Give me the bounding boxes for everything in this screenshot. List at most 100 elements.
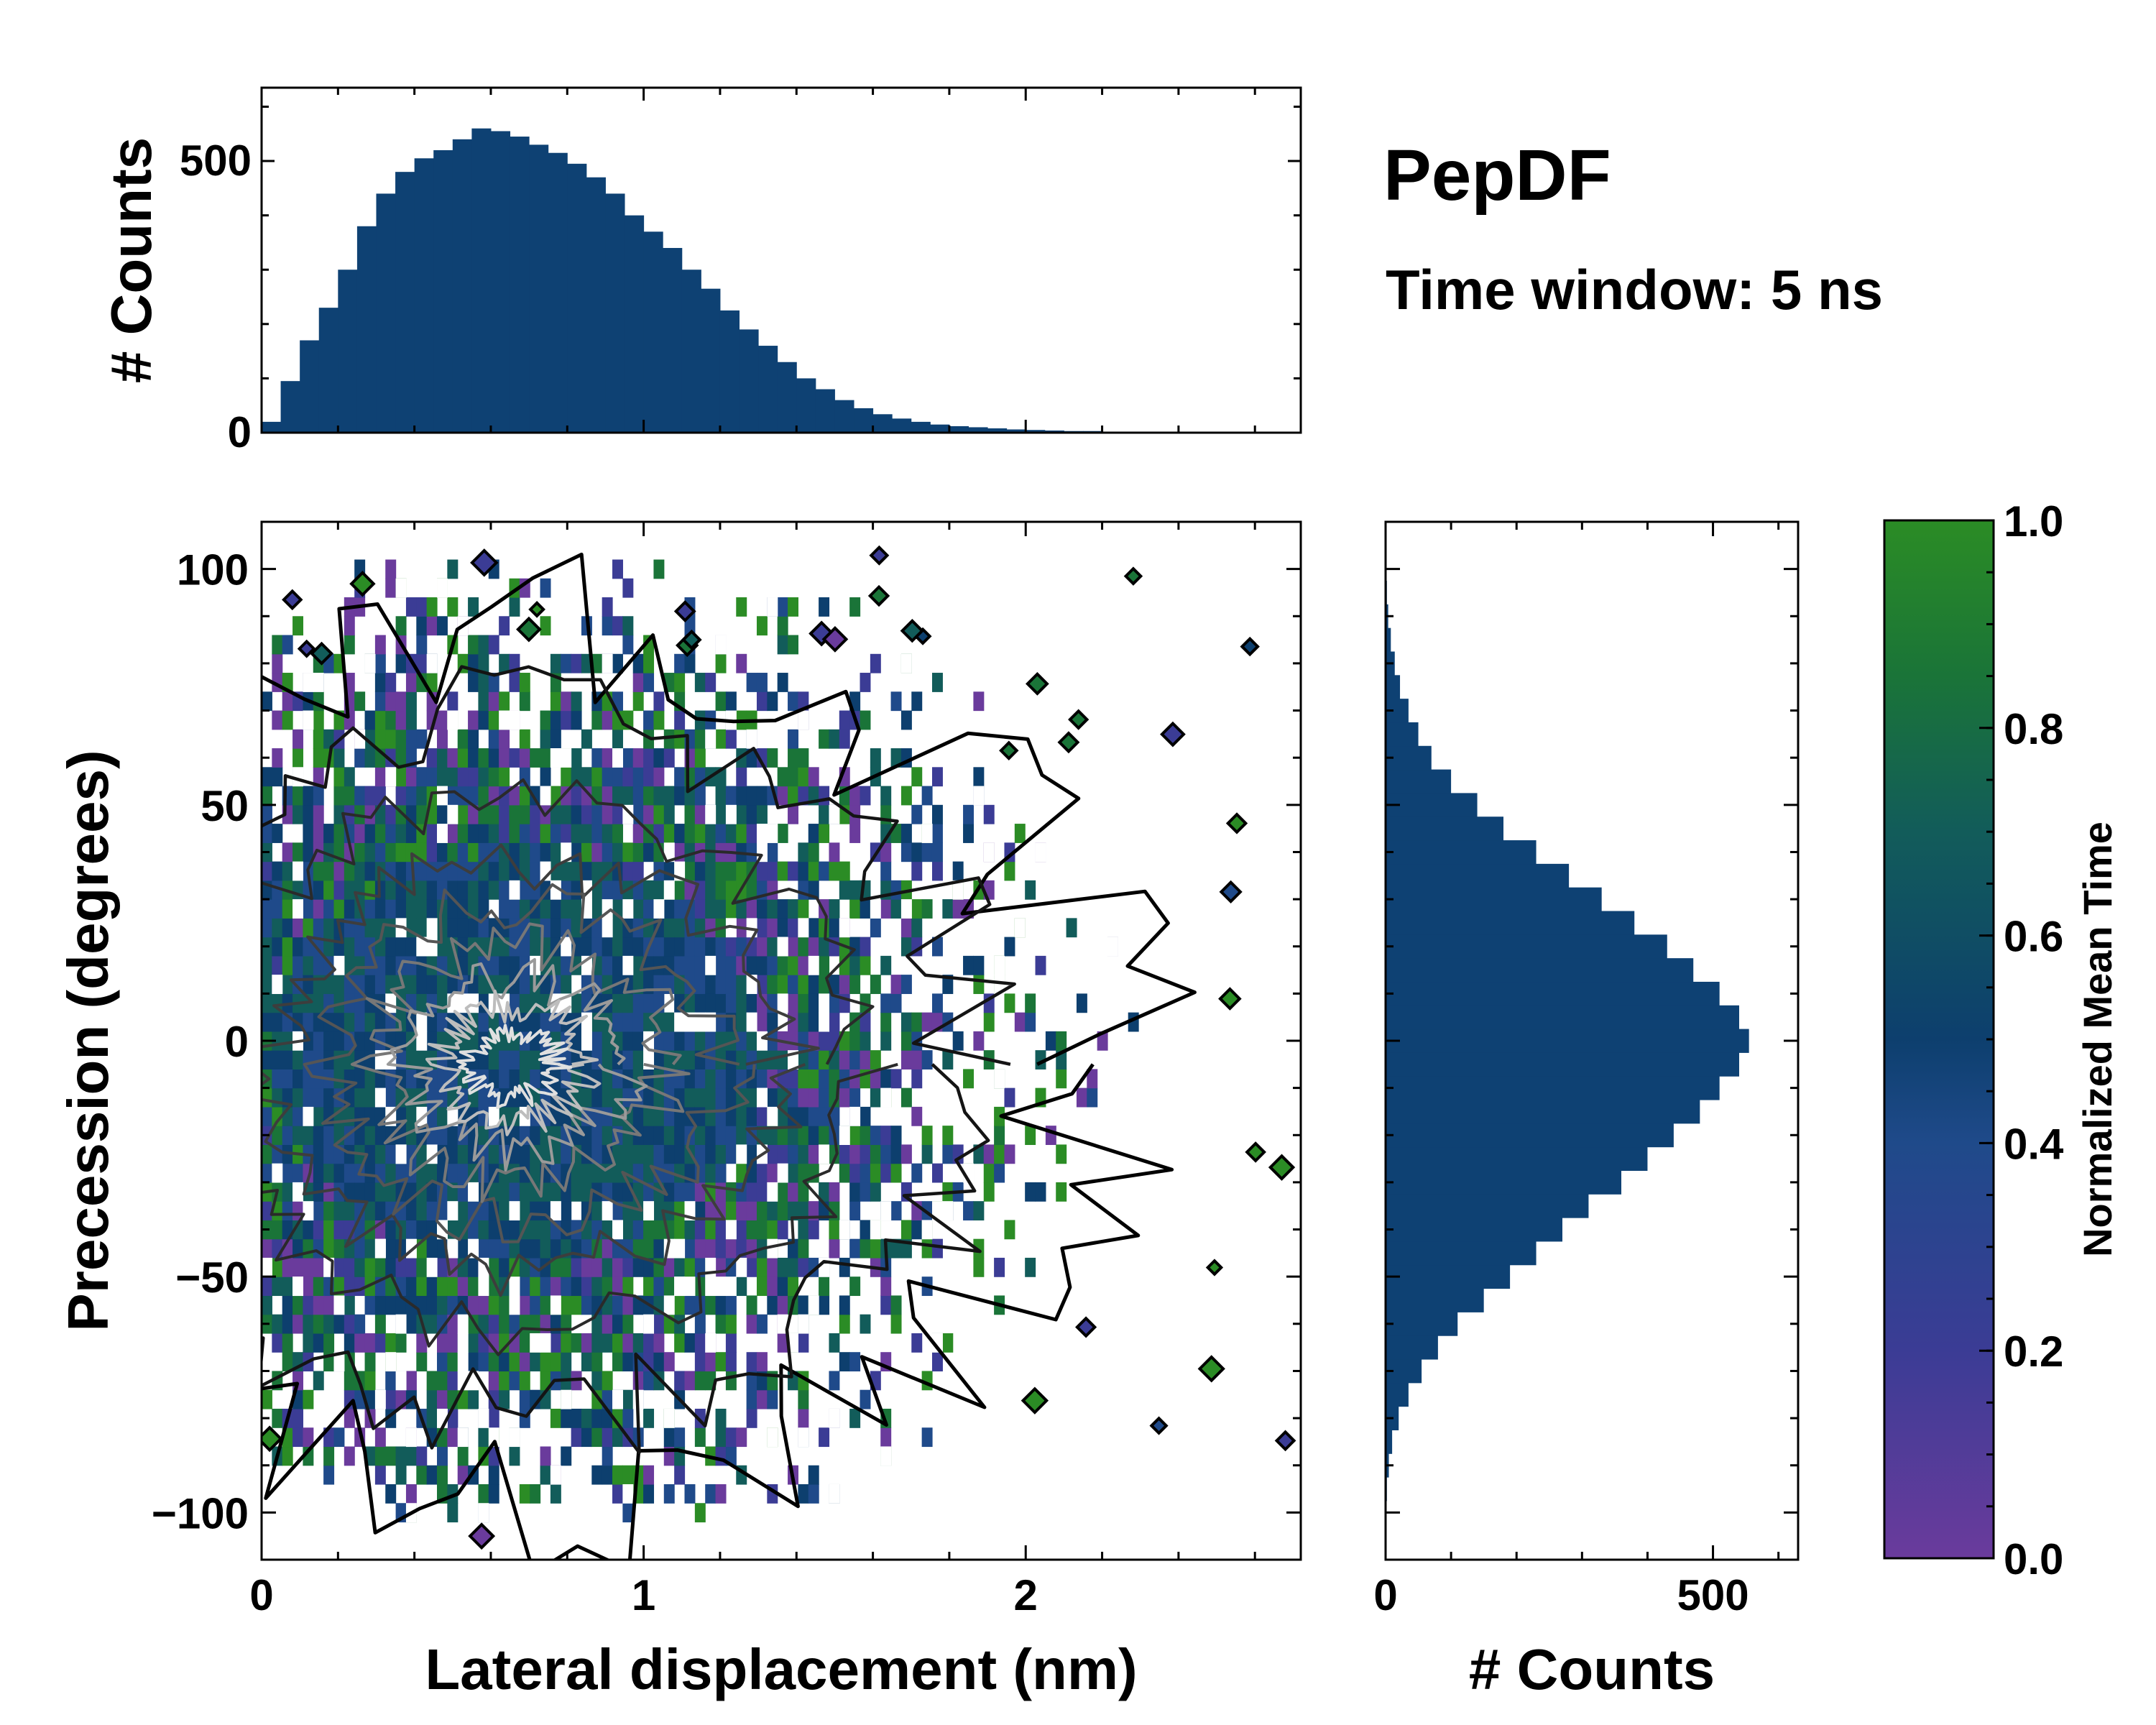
heatmap-cell — [653, 559, 665, 579]
heatmap-cell — [756, 748, 768, 768]
contour-blob — [1205, 1259, 1224, 1276]
heatmap-cell — [581, 842, 592, 862]
heatmap-cell — [374, 1182, 386, 1202]
heatmap-cell — [591, 1257, 603, 1277]
heatmap-cell — [643, 880, 655, 900]
heatmap-cell — [571, 861, 582, 881]
heatmap-cell — [540, 578, 551, 598]
heatmap-cell — [994, 1126, 1005, 1145]
heatmap-empty-cell — [447, 1106, 459, 1126]
heatmap-cell — [571, 804, 582, 824]
heatmap-cell — [426, 1201, 438, 1221]
heatmap-cell — [282, 975, 293, 994]
heatmap-cell — [313, 786, 324, 806]
heatmap-cell — [674, 1087, 686, 1108]
heatmap-cell — [447, 918, 459, 938]
heatmap-cell — [344, 1446, 355, 1466]
heatmap-cell — [262, 1050, 272, 1070]
heatmap-cell — [963, 1201, 975, 1221]
heatmap-cell — [323, 1295, 335, 1315]
top-hist-bar — [911, 421, 931, 433]
heatmap-cell — [374, 1427, 386, 1448]
heatmap-cell — [860, 1238, 871, 1259]
heatmap-cell — [829, 1220, 840, 1240]
heatmap-cell — [963, 804, 975, 824]
heatmap-cell — [333, 1314, 345, 1334]
heatmap-cell — [561, 1276, 572, 1297]
heatmap-cell — [395, 842, 407, 862]
heatmap-cell — [519, 1050, 530, 1070]
heatmap-empty-cell — [395, 1371, 407, 1391]
heatmap-cell — [622, 1050, 634, 1070]
heatmap-cell — [581, 937, 592, 957]
plot-title: PepDF — [1383, 135, 1611, 216]
heatmap-cell — [591, 1087, 603, 1108]
right-xtick-label: 0 — [1373, 1571, 1397, 1619]
heatmap-cell — [344, 1106, 355, 1126]
heatmap-cell — [870, 1050, 881, 1070]
heatmap-cell — [282, 1201, 293, 1221]
heatmap-cell — [777, 597, 788, 617]
heatmap-cell — [798, 1257, 809, 1277]
heatmap-cell — [540, 842, 551, 862]
heatmap-cell — [530, 1012, 541, 1032]
heatmap-cell — [663, 1069, 675, 1089]
heatmap-empty-cell — [767, 597, 778, 617]
heatmap-cell — [499, 1295, 510, 1315]
heatmap-cell — [354, 824, 366, 843]
heatmap-cell — [292, 1087, 304, 1108]
heatmap-cell — [632, 861, 644, 881]
heatmap-cell — [911, 691, 923, 712]
heatmap-cell — [303, 1314, 314, 1334]
right-hist-bar — [1386, 675, 1401, 699]
heatmap-cell — [622, 937, 634, 957]
heatmap-cell — [303, 1333, 314, 1353]
heatmap-cell — [684, 1220, 696, 1240]
heatmap-cell — [931, 804, 943, 824]
heatmap-cell — [530, 824, 541, 843]
right-hist-bar — [1386, 1264, 1511, 1289]
heatmap-cell — [602, 1031, 613, 1051]
heatmap-cell — [870, 1182, 881, 1202]
heatmap-cell — [653, 1238, 665, 1259]
heatmap-cell — [478, 824, 489, 843]
heatmap-cell — [457, 1201, 469, 1221]
heatmap-cell — [798, 899, 809, 919]
heatmap-empty-cell — [333, 955, 345, 975]
heatmap-cell — [468, 1031, 479, 1051]
heatmap-cell — [405, 1201, 417, 1221]
heatmap-cell — [509, 842, 520, 862]
top-hist-bar — [510, 137, 530, 433]
heatmap-empty-cell — [767, 1182, 778, 1202]
heatmap-cell — [333, 1050, 345, 1070]
contour-blob — [310, 641, 334, 666]
heatmap-cell — [313, 1031, 324, 1051]
heatmap-cell — [849, 1069, 861, 1089]
heatmap-empty-cell — [725, 804, 737, 824]
heatmap-cell — [860, 1389, 871, 1409]
heatmap-cell — [798, 767, 809, 787]
heatmap-cell — [488, 804, 499, 824]
heatmap-cell — [870, 1087, 881, 1108]
heatmap-cell — [272, 635, 283, 655]
heatmap-cell — [643, 1408, 655, 1428]
contour-blob — [1274, 1430, 1296, 1452]
heatmap-empty-cell — [292, 1182, 304, 1202]
contour-blob — [1057, 731, 1080, 754]
heatmap-cell — [561, 1257, 572, 1277]
heatmap-empty-cell — [313, 673, 324, 692]
contour-line — [425, 989, 602, 1136]
heatmap-cell — [612, 955, 623, 975]
heatmap-cell — [715, 1295, 727, 1315]
heatmap-cell — [736, 1031, 747, 1051]
heatmap-cell — [561, 1126, 572, 1145]
heatmap-empty-cell — [870, 899, 881, 919]
heatmap-cell — [292, 1126, 304, 1145]
right-hist-bar — [1386, 934, 1667, 959]
heatmap-empty-cell — [777, 1163, 788, 1183]
heatmap-cell — [364, 1106, 376, 1126]
heatmap-empty-cell — [272, 975, 283, 994]
heatmap-cell — [499, 616, 510, 636]
heatmap-cell — [272, 1220, 283, 1240]
